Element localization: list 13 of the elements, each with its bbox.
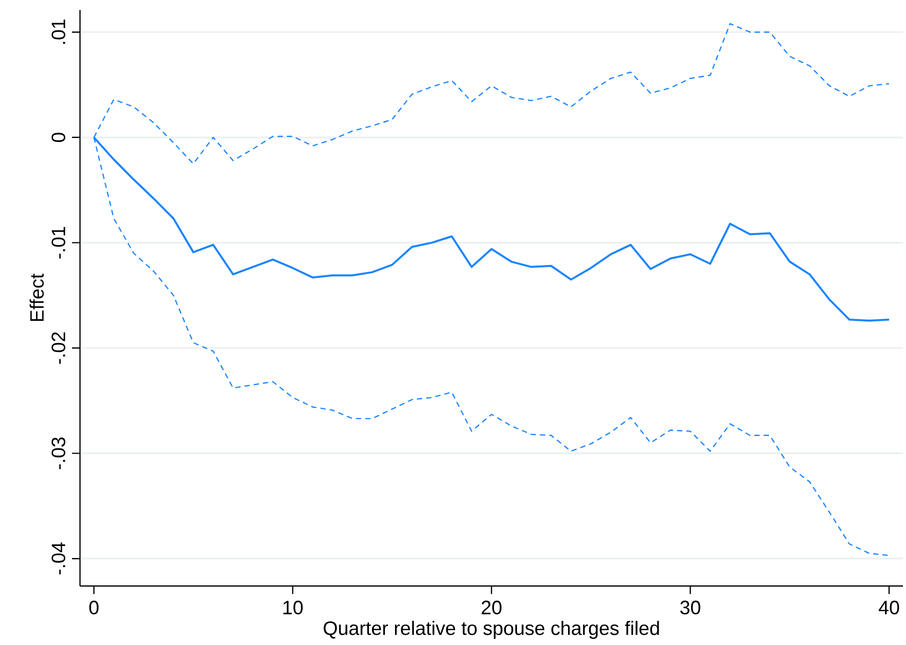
- x-tick-label: 40: [878, 600, 900, 614]
- y-tick-label: 0: [52, 132, 66, 142]
- x-tick-label: 0: [89, 600, 99, 614]
- y-tick-label: -.01: [52, 226, 66, 259]
- x-axis-title: Quarter relative to spouse charges filed: [324, 620, 659, 639]
- y-axis-title: Effect: [30, 274, 44, 321]
- y-tick-label: -.02: [52, 332, 66, 364]
- x-tick-label: 20: [482, 600, 502, 614]
- y-tick-label: .01: [52, 20, 66, 44]
- y-tick-label: -.03: [52, 437, 66, 470]
- y-tick-label: -.04: [52, 542, 66, 574]
- x-tick-label: 10: [283, 600, 303, 614]
- x-tick-label: 30: [680, 600, 700, 614]
